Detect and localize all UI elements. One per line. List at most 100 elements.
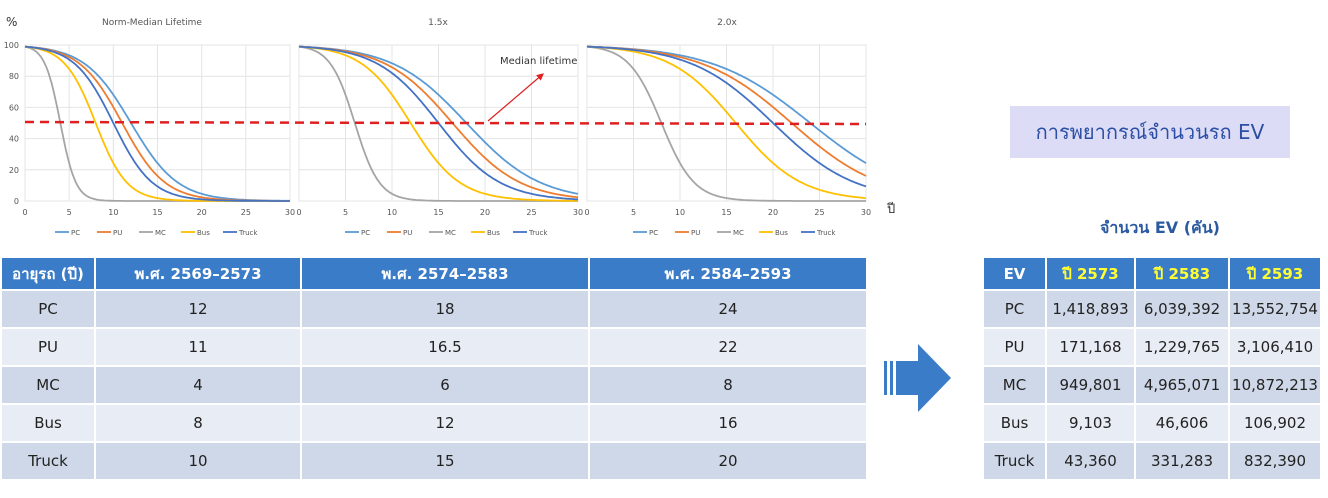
legend-label: Truck [816, 229, 836, 237]
table-cell: Truck [984, 443, 1045, 479]
y-tick-label: 100 [4, 41, 19, 50]
legend-label: Bus [197, 229, 210, 237]
x-tick-label: 10 [675, 208, 685, 217]
x-tick-label: 10 [387, 208, 397, 217]
x-tick-label: 25 [526, 208, 536, 217]
x-axis-label: ปี [886, 201, 895, 217]
x-tick-label: 0 [296, 208, 301, 217]
ev_table-header-1: ปี 2573 [1047, 258, 1134, 289]
table-cell: 1,229,765 [1136, 329, 1228, 365]
right-arrow-icon [884, 344, 951, 412]
ev_table-header-0: EV [984, 258, 1045, 289]
legend-label: Bus [775, 229, 788, 237]
table-cell: 46,606 [1136, 405, 1228, 441]
table-cell: 15 [302, 443, 588, 479]
table-row: PC 12 18 24 [2, 291, 866, 327]
chart-panel-0: 0 5 10 15 20 25 30 0 20 40 60 80 100 Norm-Median Life… [4, 18, 295, 237]
annotation-arrow [487, 73, 544, 122]
y-tick-label: 0 [14, 197, 19, 206]
x-tick-label: 10 [108, 208, 118, 217]
table-row: Bus 8 12 16 [2, 405, 866, 441]
x-tick-label: 20 [480, 208, 490, 217]
legend-label: PU [403, 229, 412, 237]
x-tick-label: 5 [631, 208, 636, 217]
median-lifetime-annotation: Median lifetime [500, 56, 577, 67]
series-line-mc [298, 45, 578, 202]
series-line-bus [298, 45, 578, 202]
table-cell: 8 [96, 405, 300, 441]
table-cell: 18 [302, 291, 588, 327]
legend-label: PU [691, 229, 700, 237]
table-cell: 8 [590, 367, 866, 403]
table-cell: 832,390 [1230, 443, 1320, 479]
legend-label: PC [649, 229, 658, 237]
median-reference-line [24, 120, 867, 126]
x-tick-label: 5 [67, 208, 72, 217]
table-cell: MC [2, 367, 94, 403]
table-cell: Truck [2, 443, 94, 479]
x-tick-label: 25 [814, 208, 824, 217]
lifetime-table-header-row: อายุรถ (ปี) พ.ศ. 2569–2573 พ.ศ. 2574–2583 พ… [2, 258, 866, 289]
table-cell: 10 [96, 443, 300, 479]
table-row: PU 171,168 1,229,765 3,106,410 [984, 329, 1320, 365]
legend-label: Truck [528, 229, 548, 237]
legend-label: PC [71, 229, 80, 237]
table-cell: 4 [96, 367, 300, 403]
x-tick-label: 5 [343, 208, 348, 217]
table-cell: 43,360 [1047, 443, 1134, 479]
series-line-mc [586, 45, 866, 202]
ev-forecast-table: EV ปี 2573 ปี 2583 ปี 2593 PC 1,418,893 6,039… [982, 256, 1322, 481]
x-tick-label: 30 [573, 208, 583, 217]
table-row: Bus 9,103 46,606 106,902 [984, 405, 1320, 441]
chart-panel-2: 0 5 10 15 20 25 30 2.0x PC PU MC Bus Truck [584, 18, 871, 237]
y-tick-label: 40 [9, 135, 19, 144]
chart-panel-1: 0 5 10 15 20 25 30 1.5x PC PU MC Bus Truck [296, 18, 583, 237]
table-cell: 24 [590, 291, 866, 327]
table-cell: 9,103 [1047, 405, 1134, 441]
table-cell: 16.5 [302, 329, 588, 365]
legend-label: PU [113, 229, 122, 237]
legend-label: MC [445, 229, 456, 237]
series-line-bus [586, 45, 867, 199]
lifetime_table-header-2: พ.ศ. 2574–2583 [302, 258, 588, 289]
legend-label: Bus [487, 229, 500, 237]
table-cell: 12 [96, 291, 300, 327]
legend-label: MC [155, 229, 166, 237]
lifetime-table: อายุรถ (ปี) พ.ศ. 2569–2573 พ.ศ. 2574–2583 พ… [0, 256, 868, 481]
table-cell: MC [984, 367, 1045, 403]
table-cell: 16 [590, 405, 866, 441]
table-cell: 6 [302, 367, 588, 403]
y-tick-label: 60 [9, 103, 19, 112]
x-tick-label: 15 [433, 208, 443, 217]
table-cell: 331,283 [1136, 443, 1228, 479]
forecast-title: การพยากรณ์จำนวนรถ EV [1010, 106, 1290, 158]
x-tick-label: 0 [584, 208, 589, 217]
x-tick-label: 15 [152, 208, 162, 217]
x-tick-label: 15 [721, 208, 731, 217]
ev_table-header-3: ปี 2593 [1230, 258, 1320, 289]
table-cell: Bus [984, 405, 1045, 441]
table-cell: 13,552,754 [1230, 291, 1320, 327]
legend-label: MC [733, 229, 744, 237]
table-row: Truck 43,360 331,283 832,390 [984, 443, 1320, 479]
table-row: Truck 10 15 20 [2, 443, 866, 479]
x-tick-label: 20 [768, 208, 778, 217]
table-row: MC 4 6 8 [2, 367, 866, 403]
chart-title: Norm-Median Lifetime [102, 18, 202, 28]
series-line-truck [586, 45, 867, 188]
table-cell: 11 [96, 329, 300, 365]
table-cell: 20 [590, 443, 866, 479]
table-row: PC 1,418,893 6,039,392 13,552,754 [984, 291, 1320, 327]
chart-title: 2.0x [717, 18, 737, 28]
x-tick-label: 25 [241, 208, 251, 217]
x-tick-label: 30 [861, 208, 871, 217]
x-tick-label: 0 [22, 208, 27, 217]
table-row: MC 949,801 4,965,071 10,872,213 [984, 367, 1320, 403]
table-cell: 10,872,213 [1230, 367, 1320, 403]
y-tick-label: 20 [9, 166, 19, 175]
table-cell: 4,965,071 [1136, 367, 1228, 403]
table-cell: 6,039,392 [1136, 291, 1228, 327]
table-cell: 949,801 [1047, 367, 1134, 403]
table-cell: 106,902 [1230, 405, 1320, 441]
